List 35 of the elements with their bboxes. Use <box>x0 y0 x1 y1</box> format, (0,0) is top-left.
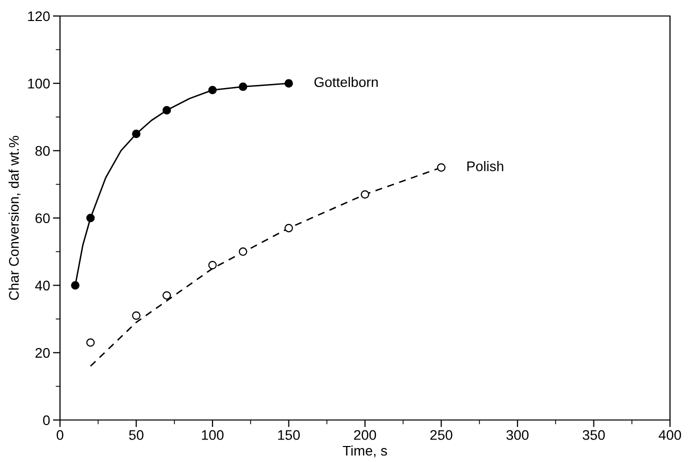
series-label: Gottelborn <box>314 76 378 88</box>
point <box>437 163 446 172</box>
point <box>238 247 248 256</box>
point <box>238 82 248 91</box>
point <box>71 281 80 290</box>
point <box>86 214 95 222</box>
x-axis-title: Time, s <box>342 445 387 458</box>
x-tick-label: 400 <box>658 430 682 440</box>
y-tick-label: 100 <box>28 78 50 89</box>
x-tick-label: 150 <box>278 430 300 440</box>
x-tick-label: 100 <box>202 430 224 440</box>
point <box>208 86 217 94</box>
series-label: Polish <box>467 161 504 172</box>
y-tick-label: 20 <box>36 348 50 358</box>
point <box>360 190 370 199</box>
y-tick-label: 120 <box>28 11 50 22</box>
point <box>132 130 140 138</box>
y-axis-title: Char Conversion, daf wt.% <box>8 136 20 300</box>
y-tick-label: 0 <box>43 415 50 426</box>
x-tick-label: 250 <box>430 430 452 440</box>
x-tick-label: 200 <box>354 430 376 440</box>
point <box>162 291 171 300</box>
point <box>162 106 171 114</box>
x-tick-label: 350 <box>582 430 605 440</box>
x-tick-label: 300 <box>506 430 529 440</box>
y-tick-label: 80 <box>35 146 50 156</box>
y-tick-label: 40 <box>35 280 50 291</box>
point <box>208 260 217 270</box>
point <box>284 224 293 232</box>
point <box>86 338 95 347</box>
point <box>284 79 293 88</box>
y-tick-label: 60 <box>36 213 50 224</box>
x-tick-label: 50 <box>129 430 144 440</box>
x-tick-label: 0 <box>56 430 64 440</box>
point <box>132 311 140 320</box>
